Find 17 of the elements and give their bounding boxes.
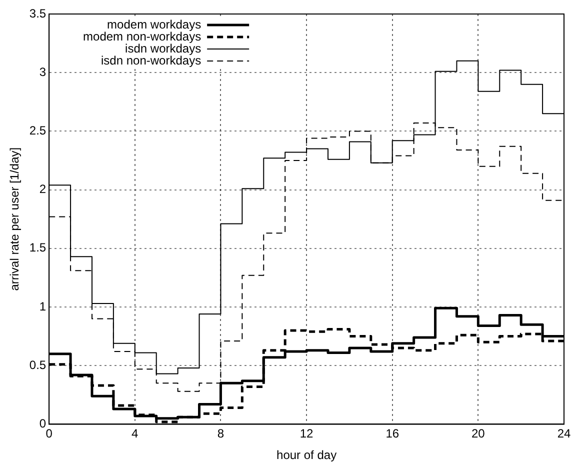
y-tick-label: 1.5 (29, 240, 46, 255)
y-tick-label: 0 (39, 416, 46, 431)
x-tick-label: 12 (300, 426, 314, 441)
y-tick-label: 3 (39, 64, 46, 79)
y-tick-label: 2.5 (29, 124, 46, 138)
y-tick-label: 0.5 (29, 358, 46, 372)
x-tick-label: 20 (472, 426, 486, 441)
x-tick-label: 24 (557, 426, 571, 441)
x-tick-label: 16 (386, 426, 400, 441)
x-tick-label: 8 (217, 426, 224, 441)
x-axis-title: hour of day (276, 448, 337, 462)
legend-label: modem workdays (107, 17, 202, 32)
x-tick-label: 4 (132, 426, 139, 441)
y-tick-label: 2 (39, 182, 46, 196)
y-tick-label: 3.5 (29, 6, 46, 20)
y-axis-title: arrival rate per user [1/day] (8, 147, 22, 291)
y-tick-label: 1 (39, 299, 46, 314)
